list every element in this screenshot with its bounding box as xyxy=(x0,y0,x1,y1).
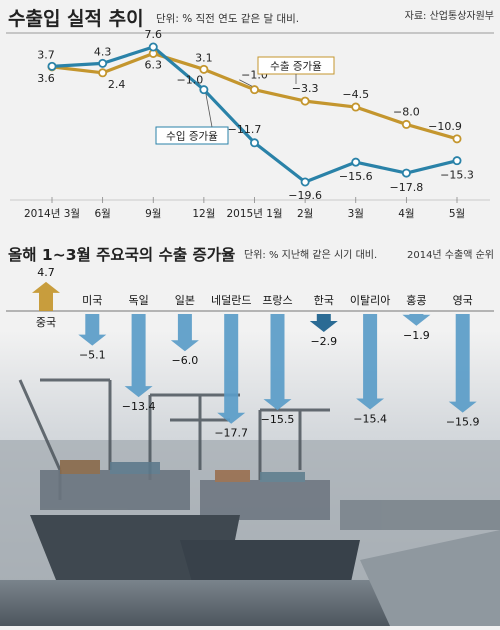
bar-arrow xyxy=(32,281,60,311)
data-label: −17.8 xyxy=(390,181,424,194)
data-label: −10.9 xyxy=(428,120,462,133)
export-callout-line xyxy=(239,79,253,87)
line-chart-unit-note: 단위: % 직전 연도 같은 달 대비. xyxy=(156,12,299,25)
line-chart: 2014년 3월 6월 9월 12월 2015년 1월 2월 3월 4월 5월 3.6 2.4 6.3… xyxy=(10,28,490,220)
data-label: −1.0 xyxy=(177,74,204,87)
bar-value-label: −15.5 xyxy=(261,413,295,426)
bar-chart-order-note: 2014년 수출액 순위 xyxy=(407,248,494,261)
data-point xyxy=(199,64,209,74)
bar-chart: 4.7 중국 −5.1 미국 −13.4 독일 −6.0 일본 −17.7 네덜란드 −15.5 프랑… xyxy=(6,266,494,440)
x-tick-label: 3월 xyxy=(348,208,364,220)
x-tick-label: 2월 xyxy=(297,208,313,220)
bar-category-label: 미국 xyxy=(82,294,102,307)
data-label: −15.6 xyxy=(339,170,373,183)
bar-arrow xyxy=(263,314,292,411)
x-tick-label: 6월 xyxy=(94,208,110,220)
data-point xyxy=(401,168,411,178)
data-label: −19.6 xyxy=(288,189,322,202)
data-label: 3.7 xyxy=(37,48,55,61)
data-label: 2.4 xyxy=(108,78,126,91)
import-series-label-box xyxy=(155,126,229,145)
bar-chart-unit-note: 단위: % 지난해 같은 시기 대비. xyxy=(244,248,377,261)
x-tick-label: 2014년 3월 xyxy=(24,208,80,220)
bar-value-label: −6.0 xyxy=(172,354,199,367)
bar-value-label: −1.9 xyxy=(403,329,430,342)
x-tick-label: 2015년 1월 xyxy=(226,208,282,220)
import-series-name: 수입 증가율 xyxy=(166,130,218,143)
data-label: 4.3 xyxy=(94,45,112,58)
data-point xyxy=(300,177,310,187)
source-label: 자료: 산업통상자원부 xyxy=(405,9,494,22)
bar-arrow xyxy=(170,314,199,352)
data-point xyxy=(249,138,259,148)
bar-value-label: −2.9 xyxy=(310,335,337,348)
bar-arrow xyxy=(448,314,477,413)
data-label: 6.3 xyxy=(145,58,163,71)
data-label: 7.6 xyxy=(145,28,163,41)
data-point xyxy=(47,61,57,71)
bar-category-label: 홍콩 xyxy=(406,293,426,307)
bar-value-label: −15.4 xyxy=(353,412,387,425)
bar-category-label: 독일 xyxy=(128,293,148,307)
bar-category-label: 중국 xyxy=(36,316,56,329)
data-point xyxy=(452,156,462,166)
data-point xyxy=(351,102,361,112)
x-tick-label: 12월 xyxy=(192,208,215,220)
bar-category-label: 이탈리아 xyxy=(350,294,390,307)
bar-value-label: −15.9 xyxy=(446,416,480,429)
data-label: −3.3 xyxy=(292,82,319,95)
data-point xyxy=(98,58,108,68)
bar-category-label: 한국 xyxy=(314,294,334,307)
data-label: 3.1 xyxy=(195,51,213,64)
bar-category-label: 일본 xyxy=(175,293,195,307)
bar-arrow xyxy=(402,314,431,326)
data-label: 3.6 xyxy=(37,72,55,85)
bar-chart-title: 올해 1~3월 주요국의 수출 증가율 xyxy=(8,246,235,264)
bar-arrow xyxy=(356,314,385,410)
bar-arrow xyxy=(309,314,338,332)
data-point xyxy=(249,85,259,95)
data-point xyxy=(199,85,209,95)
bar-category-label: 프랑스 xyxy=(262,294,292,307)
data-label: −15.3 xyxy=(440,169,474,182)
bar-category-label: 영국 xyxy=(453,294,473,307)
harbor-photo xyxy=(0,330,500,626)
data-point xyxy=(401,119,411,129)
export-series-name: 수출 증가율 xyxy=(270,61,322,73)
line-chart-title: 수출입 실적 추이 xyxy=(8,8,144,30)
bar-value-label: 4.7 xyxy=(37,266,55,279)
bar-arrow xyxy=(124,314,153,398)
data-point xyxy=(351,157,361,167)
data-point xyxy=(98,68,108,78)
x-tick-label: 9월 xyxy=(145,208,161,220)
bar-value-label: −17.7 xyxy=(214,427,248,440)
bar-value-label: −5.1 xyxy=(79,349,106,362)
data-point xyxy=(300,96,310,106)
bar-arrow xyxy=(217,314,246,424)
bar-value-label: −13.4 xyxy=(122,400,156,413)
data-point xyxy=(148,42,158,52)
data-label: −11.7 xyxy=(228,123,262,136)
import-callout-line xyxy=(205,93,213,128)
bar-arrow xyxy=(78,314,107,346)
data-label: −4.5 xyxy=(342,88,369,101)
data-label: −8.0 xyxy=(393,105,420,118)
x-tick-label: 5월 xyxy=(449,208,465,220)
x-tick-label: 4월 xyxy=(398,208,414,220)
bar-category-label: 네덜란드 xyxy=(211,294,251,307)
data-point xyxy=(452,134,462,144)
